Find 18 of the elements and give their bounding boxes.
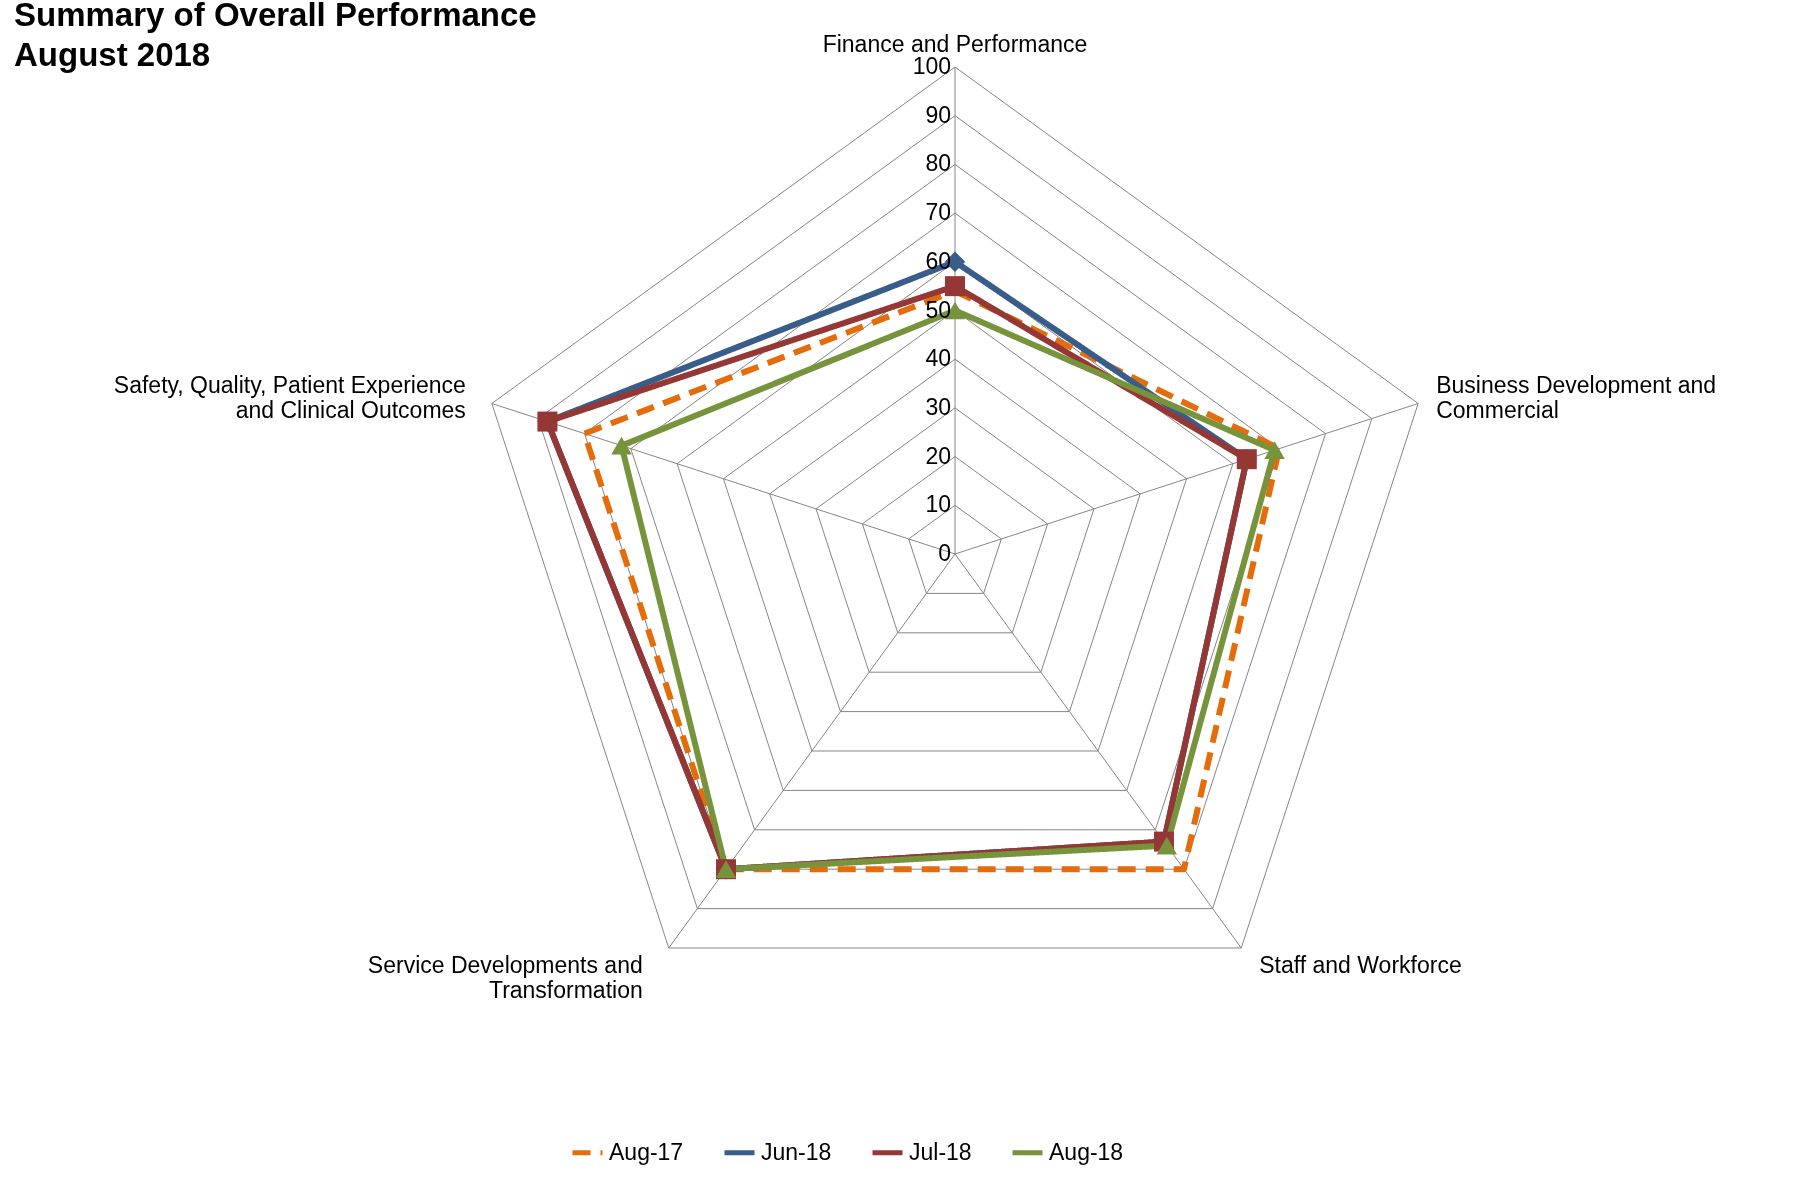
spoke-label: Safety, Quality, Patient Experience and Clinical Outcomes [113, 371, 466, 423]
y-tick-label: 0 [938, 540, 951, 566]
y-tick-label: 70 [925, 199, 951, 226]
y-tick-label: 80 [925, 150, 951, 177]
y-tick-label: 90 [925, 101, 951, 128]
y-tick-label: 40 [925, 345, 951, 372]
chart-title: Summary of Overall Performance [14, 0, 537, 33]
y-tick-label: 20 [925, 442, 951, 469]
spoke-label: Staff and Workforce [1259, 951, 1462, 978]
legend-label: Aug-18 [1049, 1138, 1124, 1165]
spoke-label: Business Development and Commercial [1436, 371, 1717, 423]
legend-label: Jun-18 [761, 1138, 832, 1165]
y-tick-label: 30 [925, 393, 951, 420]
spoke-label: Service Developments and Transformation [367, 951, 643, 1003]
legend-label: Aug-17 [609, 1138, 684, 1165]
legend-label: Jul-18 [909, 1138, 972, 1165]
y-tick-label: 10 [925, 491, 951, 518]
chart-subtitle: August 2018 [14, 36, 211, 73]
